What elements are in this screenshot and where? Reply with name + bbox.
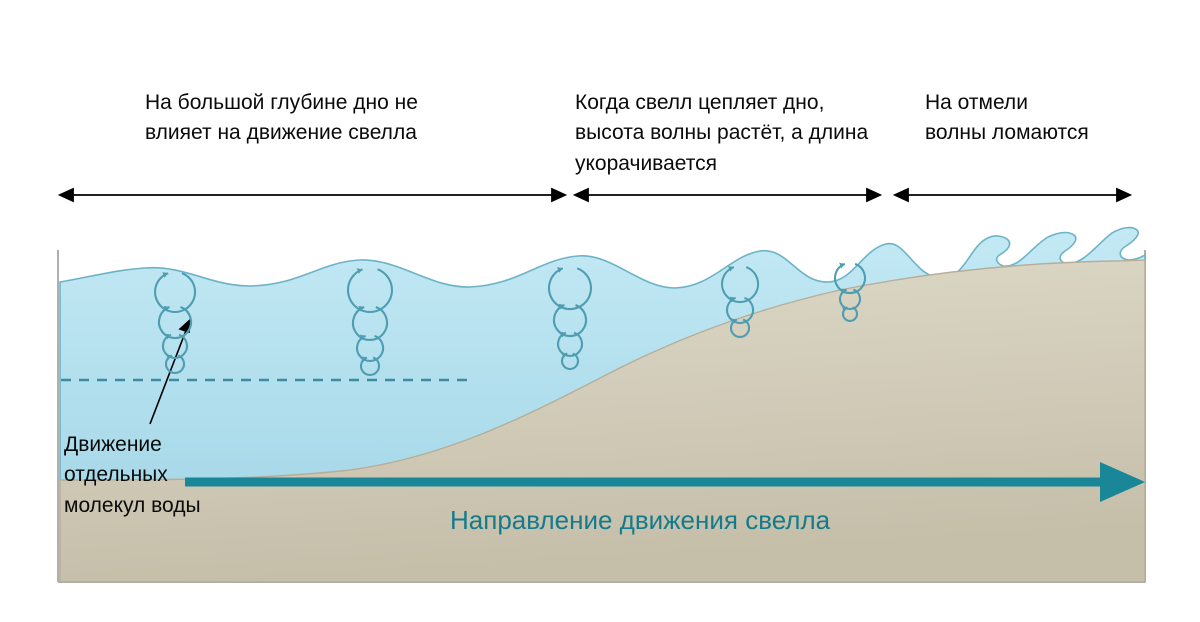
zone3-label: На отмеливолны ломаются bbox=[925, 88, 1125, 149]
zone3-text: На отмеливолны ломаются bbox=[925, 91, 1089, 144]
direction-label: Направление движения свелла bbox=[450, 505, 830, 536]
molecules-label: Движениеотдельныхмолекул воды bbox=[64, 430, 234, 521]
zone2-text: Когда свелл цепляет дно,высота волны рас… bbox=[575, 91, 868, 175]
zone2-label: Когда свелл цепляет дно,высота волны рас… bbox=[575, 88, 895, 179]
direction-text: Направление движения свелла bbox=[450, 505, 830, 535]
zone1-label: На большой глубине дно невлияет на движе… bbox=[145, 88, 525, 149]
wave-swell-diagram: На большой глубине дно невлияет на движе… bbox=[0, 0, 1200, 622]
zone1-text: На большой глубине дно невлияет на движе… bbox=[145, 91, 418, 144]
zone-arrows bbox=[60, 189, 1130, 201]
molecules-text: Движениеотдельныхмолекул воды bbox=[64, 433, 201, 517]
